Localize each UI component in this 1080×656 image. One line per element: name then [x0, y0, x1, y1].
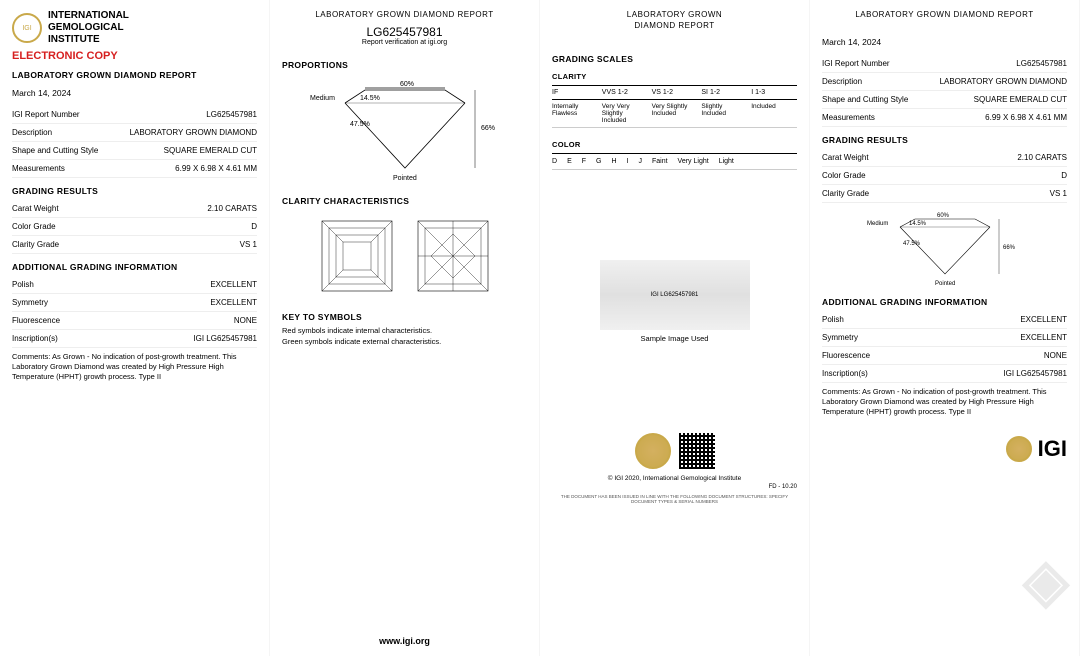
row-inscriptions: Inscription(s)IGI LG625457981 [12, 330, 257, 348]
key-text-red: Red symbols indicate internal characteri… [282, 326, 527, 337]
panel-2-proportions: LABORATORY GROWN DIAMOND REPORT LG625457… [270, 0, 540, 656]
row-shape: Shape and Cutting StyleSQUARE EMERALD CU… [12, 142, 257, 160]
p4-row-measurements: Measurements6.99 X 6.98 X 4.61 MM [822, 109, 1067, 127]
row-carat: Carat Weight2.10 CARATS [12, 200, 257, 218]
row-fluorescence: FluorescenceNONE [12, 312, 257, 330]
clarity-labels-row: Internally Flawless Very Very Slightly I… [552, 100, 797, 128]
p4-row-carat: Carat Weight2.10 CARATS [822, 149, 1067, 167]
grading-results-title: GRADING RESULTS [12, 186, 257, 196]
panel3-header-b: DIAMOND REPORT [552, 21, 797, 30]
row-polish: PolishEXCELLENT [12, 276, 257, 294]
svg-text:Pointed: Pointed [935, 281, 955, 287]
depth-pct-label: 66% [481, 125, 495, 132]
igi-seal-small-icon [1006, 436, 1032, 462]
org-name-line3: INSTITUTE [48, 34, 129, 46]
clarity-scale-title: CLARITY [552, 72, 797, 81]
pointed-label: Pointed [393, 175, 417, 182]
copyright-text: © IGI 2020, International Gemological In… [552, 475, 797, 482]
fd-code: FD - 10.20 [552, 484, 797, 490]
svg-text:14.5%: 14.5% [909, 221, 927, 227]
proportions-diagram: 60% Medium 14.5% 47.5% 66% Pointed [305, 78, 505, 188]
pavilion-pct-label: 47.5% [350, 121, 370, 128]
electronic-copy-label: ELECTRONIC COPY [12, 50, 257, 62]
table-pct-label: 60% [400, 81, 414, 88]
row-clarity: Clarity GradeVS 1 [12, 236, 257, 254]
emerald-top-icon [317, 216, 397, 296]
p4-additional-title: ADDITIONAL GRADING INFORMATION [822, 297, 1067, 307]
panel2-verification: Report verification at igi.org [282, 39, 527, 46]
row-symmetry: SymmetryEXCELLENT [12, 294, 257, 312]
igi-seal-icon [635, 433, 671, 469]
clarity-scale-row: IF VVS 1-2 VS 1-2 SI 1-2 I 1-3 [552, 85, 797, 100]
watermark-icon: ◈ [1023, 546, 1069, 616]
footer-url: www.igi.org [270, 636, 539, 646]
additional-title: ADDITIONAL GRADING INFORMATION [12, 262, 257, 272]
row-measurements: Measurements6.99 X 6.98 X 4.61 MM [12, 160, 257, 178]
qr-code-icon [679, 433, 715, 469]
panel-1-summary: IGI INTERNATIONAL GEMOLOGICAL INSTITUTE … [0, 0, 270, 656]
p4-proportions-diagram: 60% Medium 14.5% 47.5% 66% Pointed [865, 209, 1025, 289]
clarity-diagrams [282, 216, 527, 296]
svg-text:47.5%: 47.5% [903, 241, 921, 247]
report-date: March 14, 2024 [12, 88, 257, 98]
org-name-line1: INTERNATIONAL [48, 10, 129, 22]
panel-4-summary-card: LABORATORY GROWN DIAMOND REPORT March 14… [810, 0, 1080, 656]
emerald-pavilion-icon [413, 216, 493, 296]
panel4-header: LABORATORY GROWN DIAMOND REPORT [822, 10, 1067, 19]
color-scale-title: COLOR [552, 140, 797, 149]
p4-row-report-number: IGI Report NumberLG625457981 [822, 55, 1067, 73]
panel4-date: March 14, 2024 [822, 37, 1067, 47]
proportions-title: PROPORTIONS [282, 60, 527, 70]
igi-big-text: IGI [1038, 436, 1067, 462]
igi-big-logo: IGI [822, 436, 1067, 462]
row-report-number: IGI Report NumberLG625457981 [12, 106, 257, 124]
report-title: LABORATORY GROWN DIAMOND REPORT [12, 70, 257, 80]
p4-row-clarity: Clarity GradeVS 1 [822, 185, 1067, 203]
org-header: IGI INTERNATIONAL GEMOLOGICAL INSTITUTE [12, 10, 257, 46]
seal-qr-block [552, 433, 797, 469]
p4-row-description: DescriptionLABORATORY GROWN DIAMOND [822, 73, 1067, 91]
p4-row-symmetry: SymmetryEXCELLENT [822, 329, 1067, 347]
igi-logo-icon: IGI [12, 13, 42, 43]
p4-row-polish: PolishEXCELLENT [822, 311, 1067, 329]
key-text-green: Green symbols indicate external characte… [282, 337, 527, 348]
key-to-symbols-title: KEY TO SYMBOLS [282, 312, 527, 322]
p4-row-shape: Shape and Cutting StyleSQUARE EMERALD CU… [822, 91, 1067, 109]
p4-grading-results-title: GRADING RESULTS [822, 135, 1067, 145]
org-name-line2: GEMOLOGICAL [48, 22, 129, 34]
p4-row-color: Color GradeD [822, 167, 1067, 185]
clarity-char-title: CLARITY CHARACTERISTICS [282, 196, 527, 206]
row-color: Color GradeD [12, 218, 257, 236]
panel2-header: LABORATORY GROWN DIAMOND REPORT [282, 10, 527, 19]
panel-3-scales: LABORATORY GROWN DIAMOND REPORT GRADING … [540, 0, 810, 656]
svg-text:60%: 60% [937, 213, 950, 219]
grading-scales-title: GRADING SCALES [552, 54, 797, 64]
row-description: DescriptionLABORATORY GROWN DIAMOND [12, 124, 257, 142]
panel2-report-number: LG625457981 [282, 25, 527, 39]
panel3-header-a: LABORATORY GROWN [552, 10, 797, 19]
medium-label: Medium [310, 95, 335, 102]
crown-pct-label: 14.5% [360, 95, 380, 102]
comments-text: Comments: As Grown - No indication of po… [12, 352, 257, 381]
svg-text:Medium: Medium [867, 221, 888, 227]
color-scale-row: D E F G H I J Faint Very Light Light [552, 153, 797, 170]
svg-text:66%: 66% [1003, 245, 1016, 251]
disclaimer-text: THE DOCUMENT HAS BEEN ISSUED IN LINE WIT… [552, 494, 797, 505]
p4-comments: Comments: As Grown - No indication of po… [822, 387, 1067, 416]
sample-inscription-image: IGI LG625457981 [600, 260, 750, 330]
sample-caption: Sample Image Used [552, 334, 797, 343]
p4-row-fluorescence: FluorescenceNONE [822, 347, 1067, 365]
p4-row-inscriptions: Inscription(s)IGI LG625457981 [822, 365, 1067, 383]
